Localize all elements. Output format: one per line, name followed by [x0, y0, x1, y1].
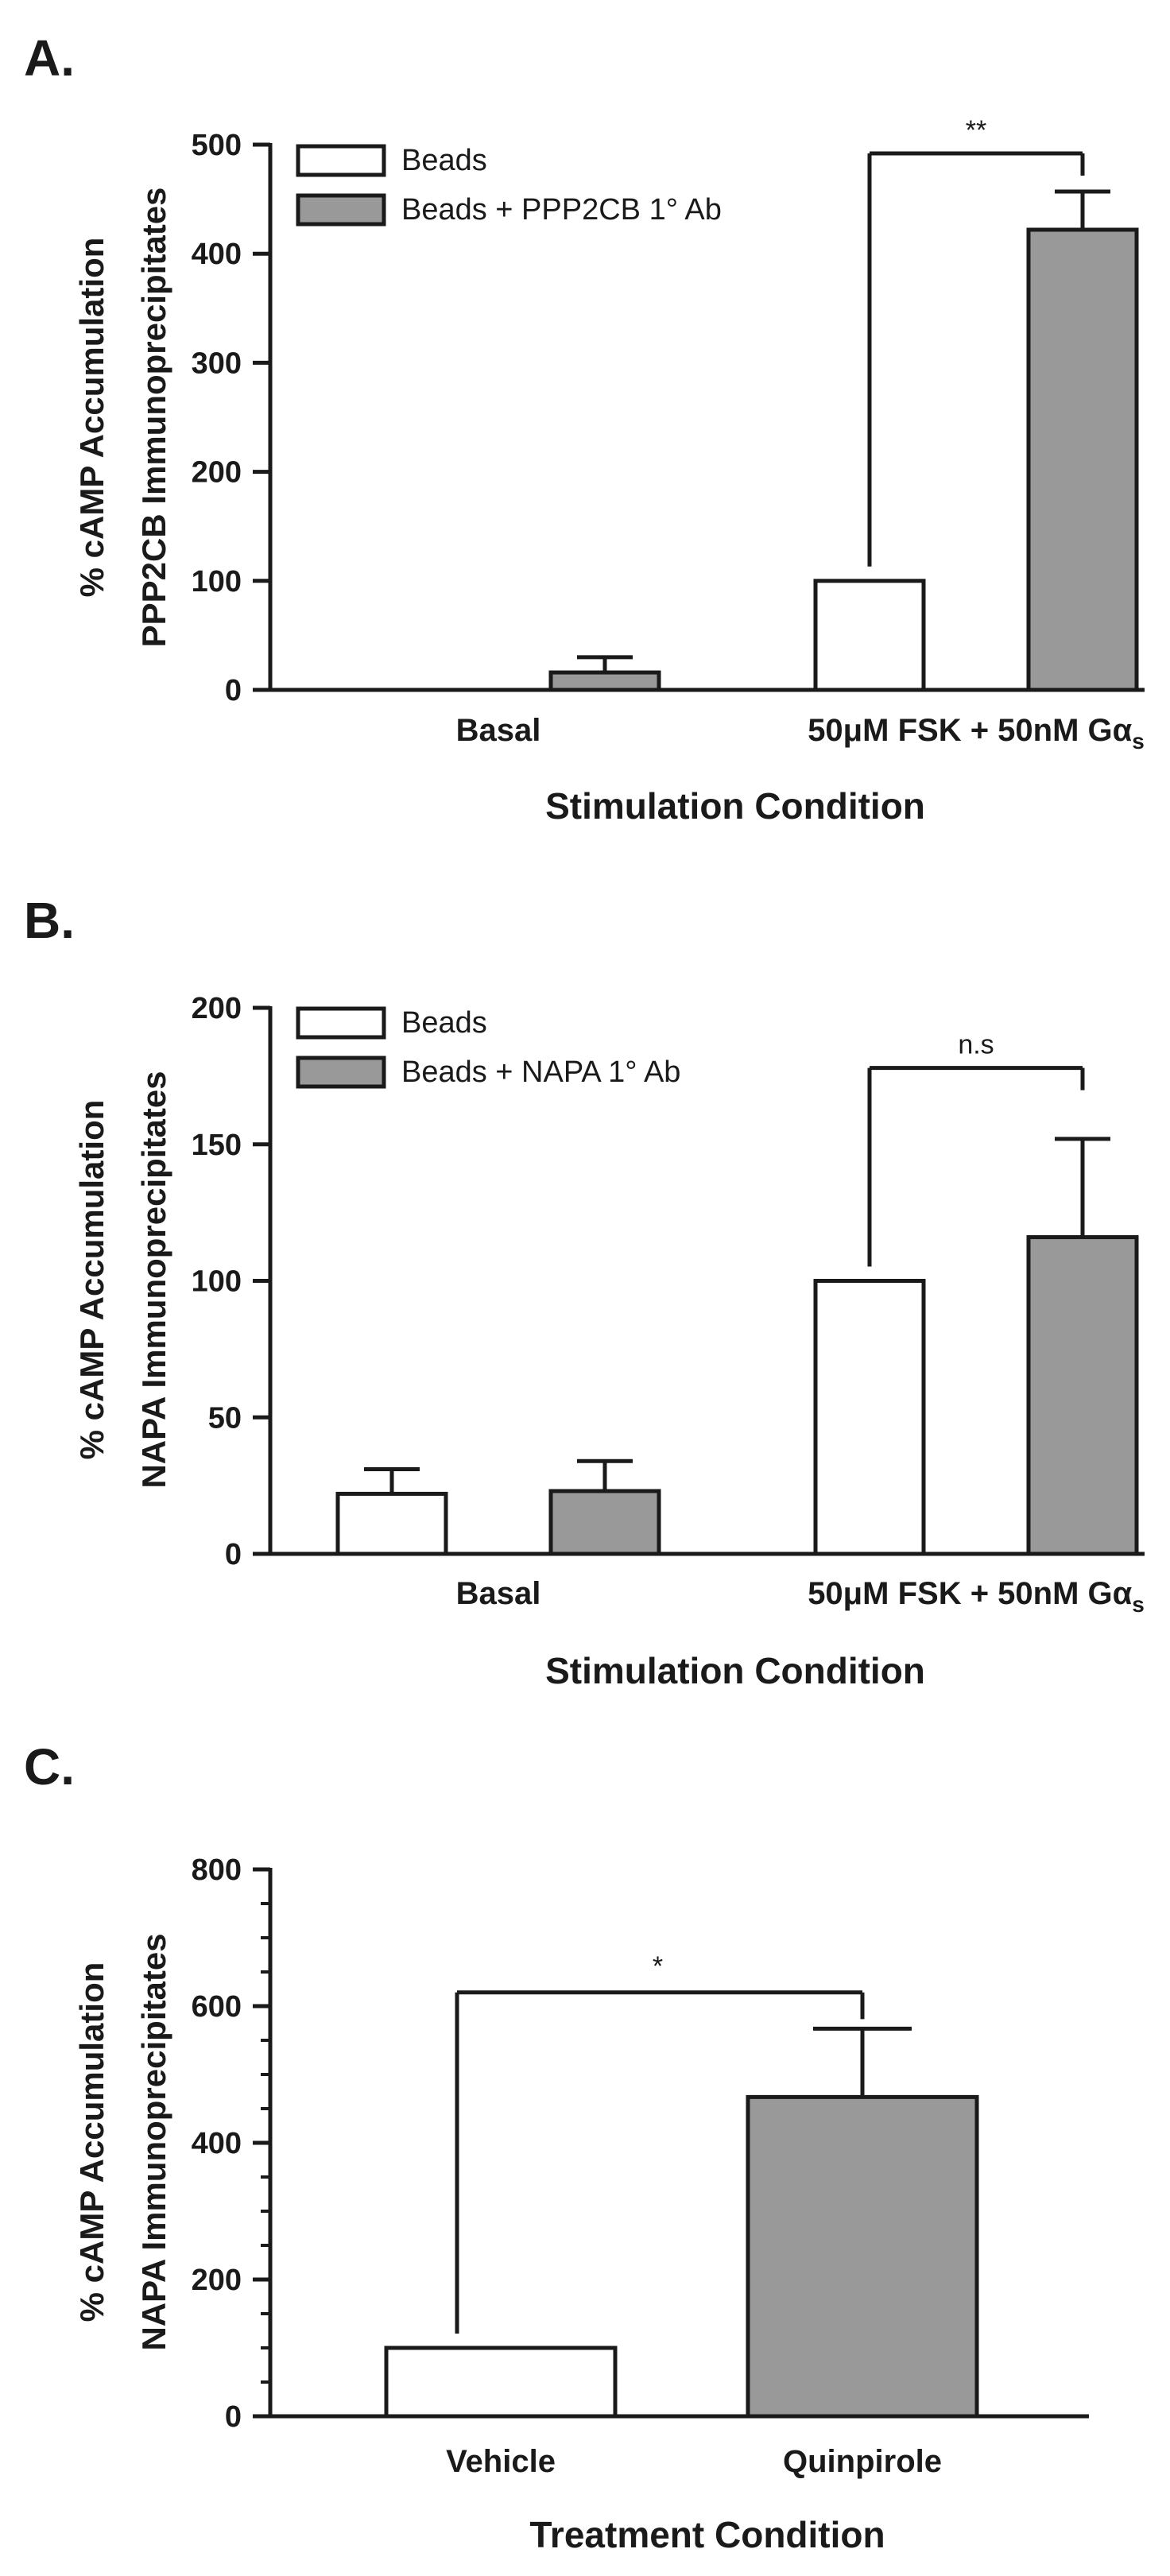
- x-axis-title: Stimulation Condition: [545, 785, 925, 827]
- bar: [548, 670, 661, 692]
- y-axis-title-line-1: % cAMP Accumulation: [73, 1962, 110, 2322]
- legend-label: Beads + PPP2CB 1° Ab: [401, 193, 722, 227]
- x-axis-title: Treatment Condition: [529, 2514, 885, 2555]
- y-tick-label: 400: [192, 238, 242, 271]
- category-label: 50μM FSK + 50nM Gαs: [808, 1576, 1145, 1617]
- legend-swatch: [296, 193, 386, 227]
- y-axis-title-line-2: NAPA Immunoprecipitates: [135, 1071, 172, 1488]
- significance-label: *: [653, 1951, 663, 1981]
- x-axis-title: Stimulation Condition: [545, 1650, 925, 1691]
- category-label: 50μM FSK + 50nM Gαs: [808, 713, 1145, 753]
- y-tick-label: 400: [192, 2127, 242, 2160]
- legend-swatch: [296, 144, 386, 177]
- category-label-text: Quinpirole: [783, 2444, 942, 2479]
- panel-b: B. % cAMP Accumulation NAPA Immunoprecipit…: [24, 892, 1145, 1691]
- bar: [1026, 1235, 1139, 1556]
- y-tick-label: 600: [192, 1990, 242, 2024]
- y-tick-label: 0: [225, 674, 242, 707]
- panel-label: A.: [24, 29, 75, 87]
- category-label-text: Basal: [456, 1576, 541, 1611]
- category-label: Basal: [456, 1576, 541, 1611]
- category-label: Vehicle: [446, 2444, 556, 2479]
- category-label-text: Basal: [456, 713, 541, 748]
- panel-label: C.: [24, 1738, 75, 1795]
- bar: [813, 1279, 926, 1556]
- legend-label: Beads: [401, 144, 487, 177]
- category-label-subscript: s: [1132, 1592, 1145, 1617]
- y-tick-label: 500: [192, 129, 242, 162]
- y-tick-label: 0: [225, 1538, 242, 1571]
- y-tick-label: 200: [192, 2264, 242, 2297]
- legend-label: Beads: [401, 1006, 487, 1040]
- panel-c: C. % cAMP Accumulation NAPA Immunoprecipit…: [24, 1738, 1089, 2555]
- y-tick-label: 200: [192, 992, 242, 1025]
- y-tick-label: 150: [192, 1129, 242, 1162]
- panel-label: B.: [24, 892, 75, 949]
- category-label-text: 50μM FSK + 50nM Gα: [808, 1576, 1132, 1611]
- category-label-subscript: s: [1132, 729, 1145, 753]
- significance-label: n.s: [958, 1030, 994, 1060]
- y-axis-title-line-1: % cAMP Accumulation: [73, 1100, 110, 1460]
- y-tick-label: 0: [225, 2400, 242, 2434]
- bar: [335, 1491, 448, 1556]
- category-label: Quinpirole: [783, 2444, 942, 2479]
- y-axis-title-line-2: NAPA Immunoprecipitates: [135, 1933, 172, 2350]
- y-tick-label: 50: [208, 1401, 242, 1435]
- bar: [1026, 227, 1139, 692]
- significance-label: **: [966, 115, 986, 145]
- y-axis-title-line-1: % cAMP Accumulation: [73, 238, 110, 598]
- bar: [746, 2094, 979, 2419]
- category-label: Basal: [456, 713, 541, 748]
- legend-swatch: [296, 1056, 386, 1089]
- bar: [384, 2346, 618, 2419]
- y-tick-label: 100: [192, 1265, 242, 1299]
- y-tick-label: 200: [192, 456, 242, 490]
- bar: [548, 1489, 661, 1556]
- bar: [813, 579, 926, 692]
- y-axis-title-line-2: PPP2CB Immunoprecipitates: [135, 188, 172, 648]
- category-label-text: Vehicle: [446, 2444, 556, 2479]
- y-tick-label: 100: [192, 565, 242, 598]
- y-tick-label: 800: [192, 1854, 242, 1887]
- legend-swatch: [296, 1006, 386, 1040]
- category-label-text: 50μM FSK + 50nM Gα: [808, 713, 1132, 748]
- legend-label: Beads + NAPA 1° Ab: [401, 1056, 680, 1089]
- y-tick-label: 300: [192, 347, 242, 380]
- panel-a: A. % cAMP Accumulation PPP2CB Immunoprecip…: [24, 29, 1145, 827]
